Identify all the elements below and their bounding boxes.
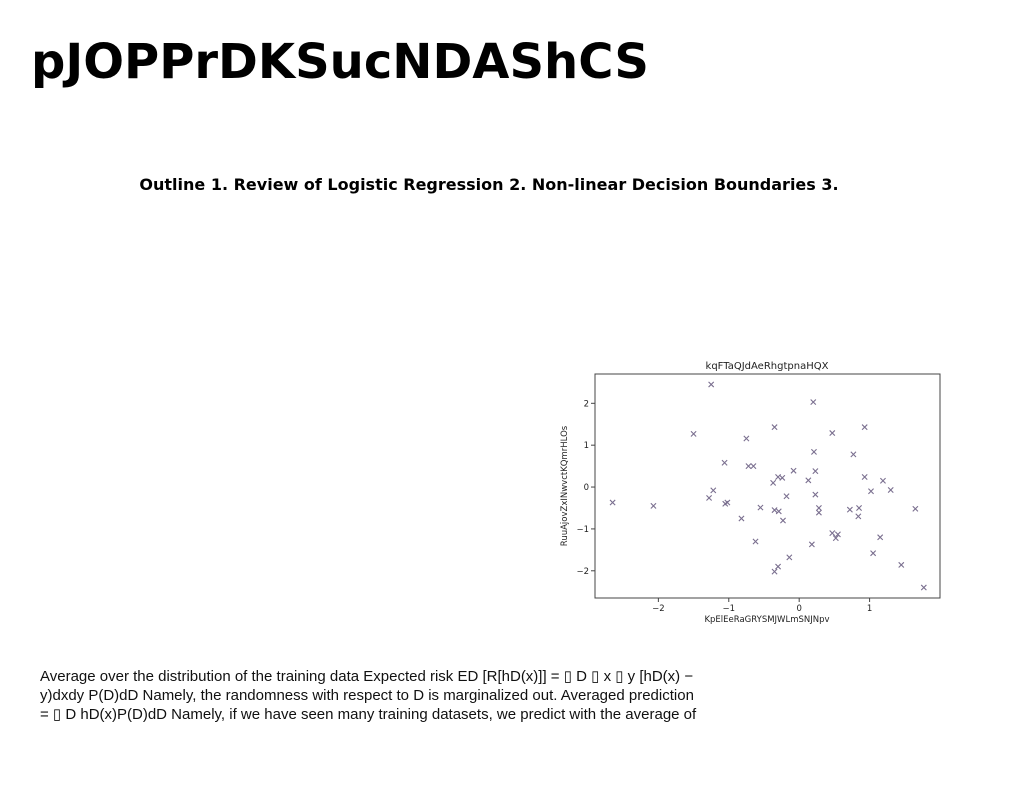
- scatter-point: [721, 459, 728, 466]
- y-tick-label: −1: [576, 525, 589, 535]
- scatter-point: [846, 506, 853, 513]
- scatter-point: [743, 435, 750, 442]
- scatter-point: [815, 504, 822, 511]
- scatter-point: [724, 499, 731, 506]
- scatter-point: [786, 554, 793, 561]
- scatter-point: [810, 448, 817, 455]
- y-tick-label: −2: [576, 567, 589, 577]
- scatter-point: [920, 584, 927, 591]
- scatter-point: [870, 550, 877, 557]
- scatter-point: [855, 513, 862, 520]
- scatter-point: [850, 451, 857, 458]
- body-text: Average over the distribution of the tra…: [40, 667, 760, 724]
- scatter-point: [775, 563, 782, 570]
- body-line: Average over the distribution of the tra…: [40, 668, 694, 685]
- outline-heading: Outline 1. Review of Logistic Regression…: [139, 175, 839, 194]
- scatter-point: [829, 530, 836, 537]
- scatter-point: [829, 430, 836, 437]
- x-tick-label: 1: [867, 604, 872, 614]
- x-tick-label: −1: [723, 604, 736, 614]
- scatter-point: [750, 463, 757, 470]
- scatter-point: [868, 488, 874, 495]
- scatter-point: [650, 502, 657, 509]
- y-axis-label: RuuAjovZxINwvctKQmrHLOs: [560, 425, 570, 546]
- scatter-point: [771, 507, 778, 514]
- scatter-point: [815, 509, 822, 516]
- scatter-point: [912, 505, 919, 512]
- scatter-chart: kqFTaQJdAeRhgtpnaHQX −2 −1 0 1 −2 −1 0 1 2 KpEl…: [560, 361, 941, 625]
- scatter-point: [745, 463, 752, 470]
- scatter-point: [783, 493, 790, 500]
- scatter-point: [879, 477, 886, 484]
- y-tick-label: 1: [584, 441, 589, 451]
- scatter-point: [708, 381, 715, 388]
- scatter-point: [898, 561, 905, 568]
- x-tick-label: 0: [796, 604, 801, 614]
- y-tick-label: 2: [584, 399, 589, 409]
- scatter-point: [609, 499, 616, 506]
- scatter-point: [834, 531, 841, 538]
- scatter-point: [775, 508, 782, 515]
- scatter-point: [861, 424, 868, 431]
- scatter-point: [812, 491, 819, 498]
- scatter-point: [877, 534, 884, 541]
- scatter-point: [810, 399, 817, 406]
- page-title: pJOPPrDKSucNDAShCS: [31, 34, 649, 90]
- scatter-point: [710, 487, 717, 494]
- scatter-point: [887, 486, 894, 493]
- scatter-point: [690, 430, 697, 437]
- scatter-point: [770, 479, 777, 486]
- x-axis: −2 −1 0 1: [652, 598, 872, 614]
- scatter-point: [861, 474, 868, 480]
- plot-frame: [594, 373, 941, 599]
- scatter-point: [805, 477, 812, 484]
- scatter-point: [812, 468, 819, 475]
- scatter-point: [738, 515, 745, 522]
- scatter-point: [757, 504, 764, 511]
- scatter-point: [752, 538, 759, 545]
- data-points: [609, 381, 927, 591]
- scatter-point: [790, 467, 797, 474]
- scatter-point: [832, 535, 839, 542]
- y-axis: −2 −1 0 1 2: [576, 399, 595, 577]
- x-axis-label: KpElEeRaGRYSMJWLmSNJNpv: [704, 615, 829, 625]
- chart-title: kqFTaQJdAeRhgtpnaHQX: [706, 361, 829, 372]
- scatter-point: [808, 541, 815, 548]
- scatter-point: [706, 494, 713, 501]
- scatter-point: [856, 504, 863, 511]
- body-line: y)dxdy P(D)dD Namely, the randomness wit…: [40, 687, 694, 704]
- body-line: = ▯ D hD(x)P(D)dD Namely, if we have see…: [40, 706, 697, 723]
- scatter-point: [771, 568, 778, 575]
- scatter-point: [771, 424, 778, 431]
- x-tick-label: −2: [652, 604, 665, 614]
- scatter-point: [780, 517, 786, 524]
- scatter-point: [779, 474, 786, 481]
- y-tick-label: 0: [584, 483, 589, 493]
